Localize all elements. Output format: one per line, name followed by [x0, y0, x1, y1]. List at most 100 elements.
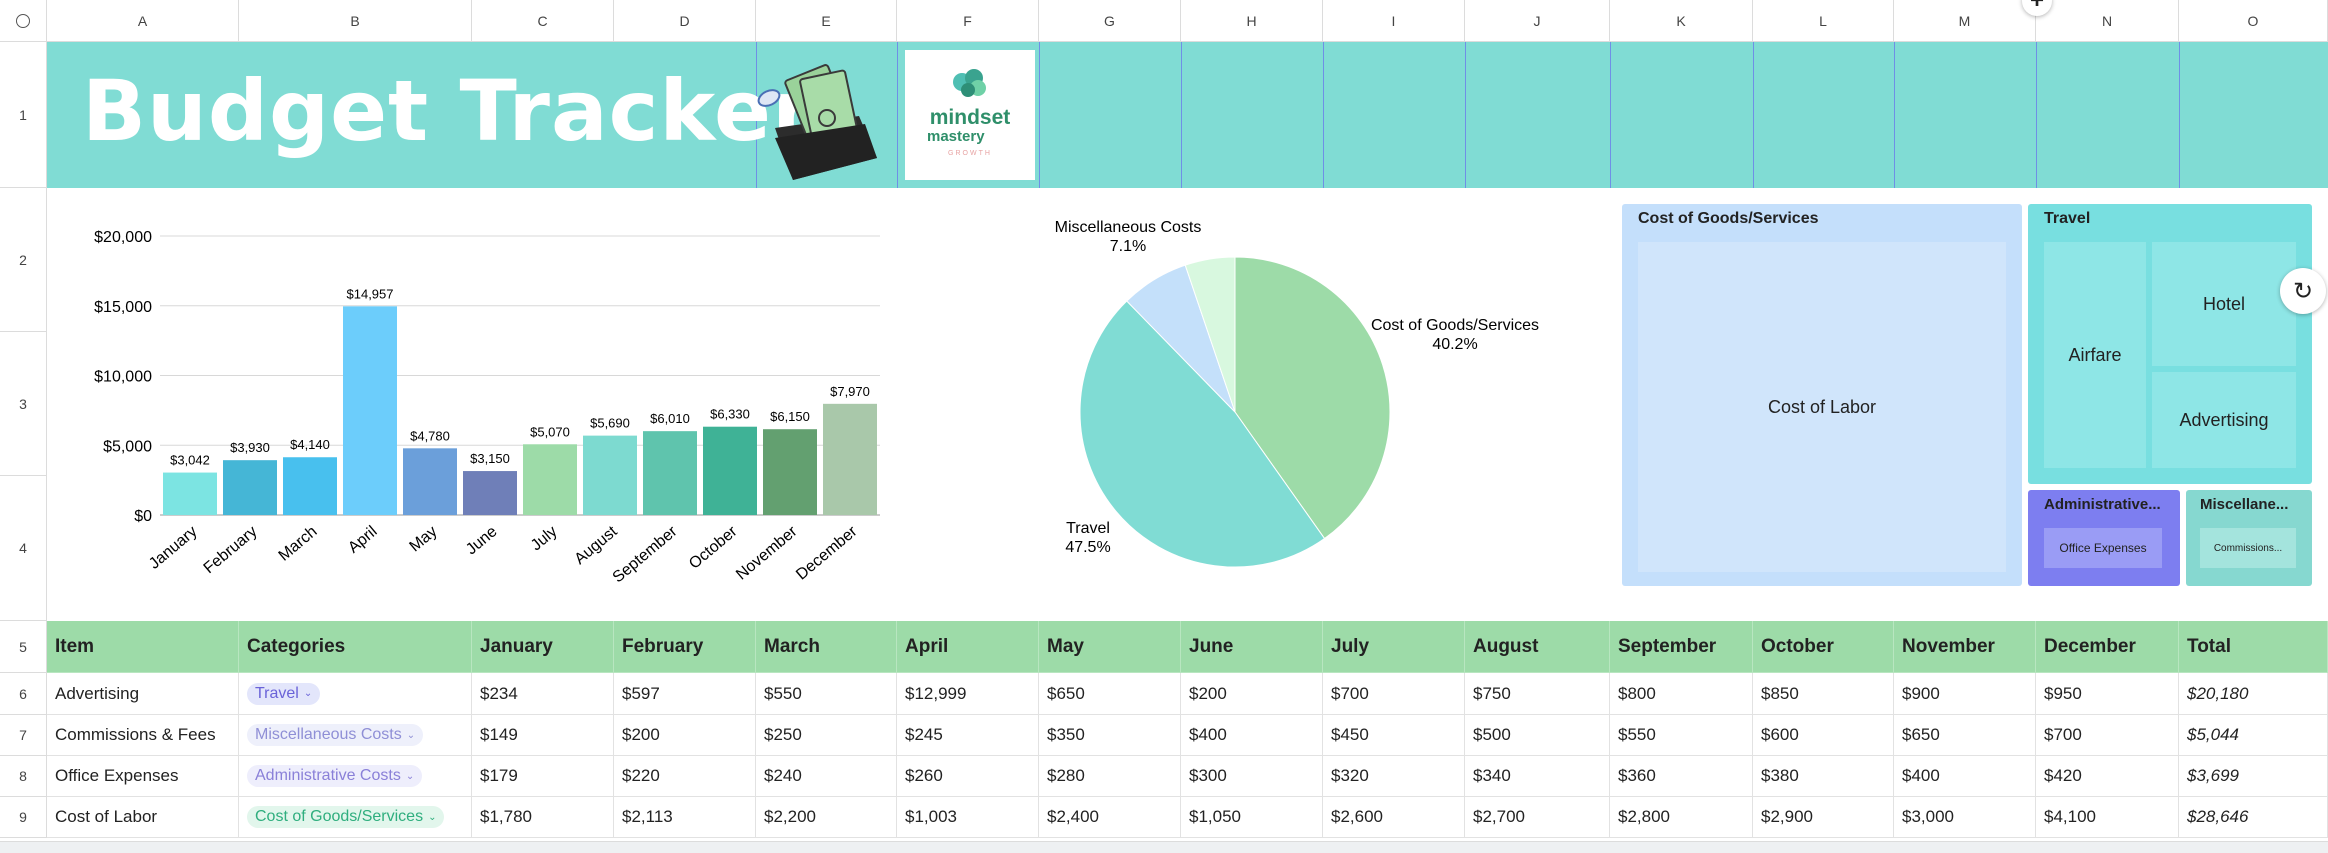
bar-january[interactable]	[163, 472, 217, 515]
month-value-cell[interactable]: $650	[1894, 715, 2036, 756]
month-value-cell[interactable]: $597	[614, 673, 756, 715]
table-header-june[interactable]: June	[1181, 621, 1323, 673]
bar-march[interactable]	[283, 457, 337, 515]
category-cell[interactable]: Travel ⌄	[239, 673, 472, 715]
bar-june[interactable]	[463, 471, 517, 515]
item-cell[interactable]: Office Expenses	[47, 756, 239, 797]
bar-september[interactable]	[643, 431, 697, 515]
month-value-cell[interactable]: $350	[1039, 715, 1181, 756]
month-value-cell[interactable]: $2,800	[1610, 797, 1753, 838]
table-header-total[interactable]: Total	[2179, 621, 2328, 673]
month-value-cell[interactable]: $400	[1894, 756, 2036, 797]
select-all-corner[interactable]	[0, 0, 47, 42]
table-header-categories[interactable]: Categories	[239, 621, 472, 673]
row-header-2[interactable]: 2	[0, 188, 47, 332]
month-value-cell[interactable]: $2,400	[1039, 797, 1181, 838]
month-value-cell[interactable]: $2,200	[756, 797, 897, 838]
column-header-i[interactable]: I	[1323, 0, 1465, 42]
bar-february[interactable]	[223, 460, 277, 515]
category-pill[interactable]: Cost of Goods/Services ⌄	[247, 806, 445, 828]
total-cell[interactable]: $28,646	[2179, 797, 2328, 838]
bar-december[interactable]	[823, 403, 877, 515]
item-cell[interactable]: Commissions & Fees	[47, 715, 239, 756]
column-header-k[interactable]: K	[1610, 0, 1753, 42]
month-value-cell[interactable]: $2,113	[614, 797, 756, 838]
table-header-october[interactable]: October	[1753, 621, 1894, 673]
column-header-j[interactable]: J	[1465, 0, 1610, 42]
bar-august[interactable]	[583, 435, 637, 515]
column-header-h[interactable]: H	[1181, 0, 1323, 42]
row-header-5[interactable]: 5	[0, 621, 47, 673]
month-value-cell[interactable]: $2,900	[1753, 797, 1894, 838]
month-value-cell[interactable]: $600	[1753, 715, 1894, 756]
month-value-cell[interactable]: $500	[1465, 715, 1610, 756]
month-value-cell[interactable]: $420	[2036, 756, 2179, 797]
month-value-cell[interactable]: $200	[614, 715, 756, 756]
table-header-january[interactable]: January	[472, 621, 614, 673]
table-header-july[interactable]: July	[1323, 621, 1465, 673]
column-header-d[interactable]: D	[614, 0, 756, 42]
bar-november[interactable]	[763, 429, 817, 515]
month-value-cell[interactable]: $800	[1610, 673, 1753, 715]
month-value-cell[interactable]: $900	[1894, 673, 2036, 715]
month-value-cell[interactable]: $12,999	[897, 673, 1039, 715]
bar-may[interactable]	[403, 448, 457, 515]
table-header-february[interactable]: February	[614, 621, 756, 673]
month-value-cell[interactable]: $750	[1465, 673, 1610, 715]
table-header-item[interactable]: Item	[47, 621, 239, 673]
column-header-o[interactable]: O	[2179, 0, 2328, 42]
add-column-button[interactable]: +	[2022, 0, 2052, 16]
table-header-december[interactable]: December	[2036, 621, 2179, 673]
month-value-cell[interactable]: $2,600	[1323, 797, 1465, 838]
category-pill[interactable]: Miscellaneous Costs ⌄	[247, 724, 424, 746]
column-header-b[interactable]: B	[239, 0, 472, 42]
total-cell[interactable]: $20,180	[2179, 673, 2328, 715]
month-value-cell[interactable]: $400	[1181, 715, 1323, 756]
table-header-september[interactable]: September	[1610, 621, 1753, 673]
total-cell[interactable]: $3,699	[2179, 756, 2328, 797]
horizontal-scrollbar[interactable]	[0, 841, 2328, 853]
month-value-cell[interactable]: $220	[614, 756, 756, 797]
month-value-cell[interactable]: $850	[1753, 673, 1894, 715]
month-value-cell[interactable]: $260	[897, 756, 1039, 797]
column-header-c[interactable]: C	[472, 0, 614, 42]
column-header-g[interactable]: G	[1039, 0, 1181, 42]
month-value-cell[interactable]: $245	[897, 715, 1039, 756]
column-header-f[interactable]: F	[897, 0, 1039, 42]
bar-april[interactable]	[343, 306, 397, 515]
month-value-cell[interactable]: $700	[1323, 673, 1465, 715]
item-cell[interactable]: Advertising	[47, 673, 239, 715]
pie-slice[interactable]	[1184, 256, 1236, 413]
month-value-cell[interactable]: $200	[1181, 673, 1323, 715]
table-header-may[interactable]: May	[1039, 621, 1181, 673]
row-header-4[interactable]: 4	[0, 476, 47, 621]
month-value-cell[interactable]: $1,003	[897, 797, 1039, 838]
month-value-cell[interactable]: $1,780	[472, 797, 614, 838]
month-value-cell[interactable]: $3,000	[1894, 797, 2036, 838]
month-value-cell[interactable]: $360	[1610, 756, 1753, 797]
category-cell[interactable]: Administrative Costs ⌄	[239, 756, 472, 797]
refresh-icon[interactable]: ↻	[2280, 268, 2326, 314]
month-value-cell[interactable]: $179	[472, 756, 614, 797]
month-value-cell[interactable]: $300	[1181, 756, 1323, 797]
row-header-6[interactable]: 6	[0, 673, 47, 715]
month-value-cell[interactable]: $340	[1465, 756, 1610, 797]
bar-july[interactable]	[523, 444, 577, 515]
row-header-7[interactable]: 7	[0, 715, 47, 756]
month-value-cell[interactable]: $550	[1610, 715, 1753, 756]
month-value-cell[interactable]: $320	[1323, 756, 1465, 797]
month-value-cell[interactable]: $2,700	[1465, 797, 1610, 838]
month-value-cell[interactable]: $700	[2036, 715, 2179, 756]
total-cell[interactable]: $5,044	[2179, 715, 2328, 756]
month-value-cell[interactable]: $380	[1753, 756, 1894, 797]
table-header-march[interactable]: March	[756, 621, 897, 673]
row-header-3[interactable]: 3	[0, 332, 47, 476]
month-value-cell[interactable]: $950	[2036, 673, 2179, 715]
row-header-1[interactable]: 1	[0, 42, 47, 188]
month-value-cell[interactable]: $280	[1039, 756, 1181, 797]
row-header-9[interactable]: 9	[0, 797, 47, 838]
category-cell[interactable]: Cost of Goods/Services ⌄	[239, 797, 472, 838]
column-header-m[interactable]: M	[1894, 0, 2036, 42]
month-value-cell[interactable]: $550	[756, 673, 897, 715]
column-header-e[interactable]: E	[756, 0, 897, 42]
